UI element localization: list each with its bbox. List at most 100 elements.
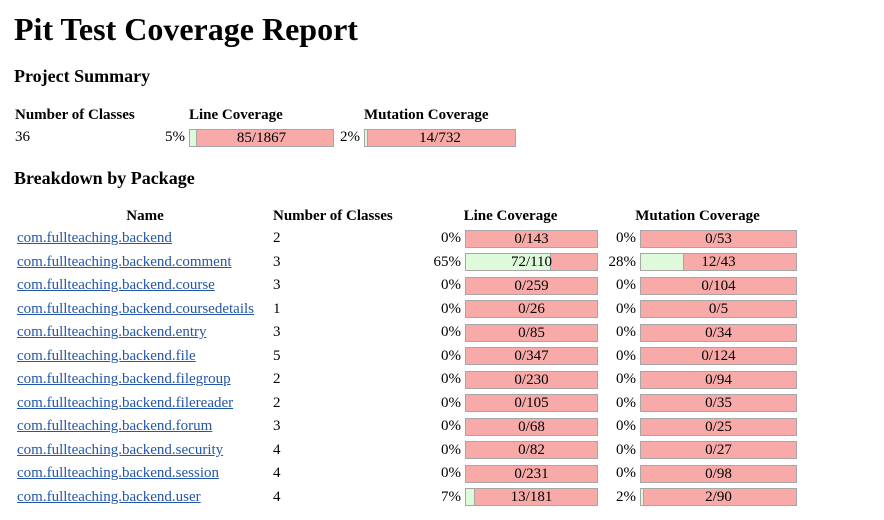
package-breakdown-table: Name Number of Classes Line Coverage Mut…	[15, 205, 797, 509]
package-row: com.fullteaching.backend.user 4 7% 13/181 2%…	[15, 486, 797, 510]
package-mutation-percent: 0%	[616, 465, 636, 482]
package-mutation-coverage-bar: 0/94	[640, 370, 797, 389]
package-header-row: Name Number of Classes Line Coverage Mut…	[15, 205, 797, 227]
package-link[interactable]: com.fullteaching.backend.user	[17, 488, 201, 505]
summary-line-header-spacer	[165, 104, 189, 126]
package-mutation-coverage-label: 0/25	[705, 418, 732, 435]
package-line-coverage-label: 0/143	[514, 230, 549, 247]
package-mutation-percent: 0%	[616, 418, 636, 435]
package-row: com.fullteaching.backend.filegroup 2 0% 0/2…	[15, 368, 797, 392]
package-classes-count: 2	[273, 230, 281, 247]
package-link[interactable]: com.fullteaching.backend	[17, 230, 172, 247]
breakdown-heading: Breakdown by Package	[14, 168, 195, 188]
package-mutation-percent: 0%	[616, 394, 636, 411]
package-row: com.fullteaching.backend.security 4 0% 0/82…	[15, 439, 797, 463]
package-name-cell: com.fullteaching.backend.entry	[15, 321, 273, 345]
package-mutation-coverage-bar: 0/124	[640, 347, 797, 366]
package-row: com.fullteaching.backend.session 4 0% 0/231…	[15, 462, 797, 486]
package-line-percent: 65%	[433, 253, 462, 270]
package-mutation-coverage-label: 2/90	[705, 489, 732, 506]
package-mutation-coverage-bar: 0/35	[640, 394, 797, 413]
package-link[interactable]: com.fullteaching.backend.coursedetails	[17, 300, 254, 317]
package-classes-count: 3	[273, 418, 281, 435]
summary-header-row: Number of Classes Line Coverage Mutation…	[15, 104, 516, 126]
package-mutation-coverage-label: 0/5	[708, 301, 729, 318]
summary-line-percent: 5%	[165, 129, 185, 145]
package-row: com.fullteaching.backend.forum 3 0% 0/68 0% 0…	[15, 415, 797, 439]
package-mutation-cell: 0/27	[640, 439, 797, 463]
package-mutation-coverage-bar: 2/90	[640, 488, 797, 507]
package-link[interactable]: com.fullteaching.backend.filegroup	[17, 371, 231, 388]
package-line-coverage-label: 0/85	[518, 324, 545, 341]
package-classes-count: 2	[273, 394, 281, 411]
package-line-coverage-fill	[466, 489, 476, 506]
package-name-cell: com.fullteaching.backend.security	[15, 439, 273, 463]
package-line-cell: 0/143	[465, 227, 598, 251]
package-mutation-percent: 0%	[616, 347, 636, 364]
package-line-cell: 0/105	[465, 392, 598, 416]
package-line-cell: 0/347	[465, 345, 598, 369]
package-classes-count: 3	[273, 277, 281, 294]
package-mutation-percent: 0%	[616, 300, 636, 317]
package-mutation-coverage-bar: 0/53	[640, 229, 797, 248]
package-mutation-coverage-fill	[641, 489, 645, 506]
package-link[interactable]: com.fullteaching.backend.comment	[17, 253, 232, 270]
package-line-cell: 0/68	[465, 415, 598, 439]
package-classes-count: 2	[273, 371, 281, 388]
summary-mutation-header-spacer	[334, 104, 364, 126]
package-mutation-coverage-label: 0/27	[705, 442, 732, 459]
summary-mutation-coverage-fill	[365, 129, 368, 146]
package-mutation-cell: 12/43	[640, 251, 797, 275]
package-name-cell: com.fullteaching.backend.filegroup	[15, 368, 273, 392]
package-line-cell: 0/259	[465, 274, 598, 298]
package-name-header: Name	[126, 207, 164, 224]
package-mutation-cell: 0/104	[640, 274, 797, 298]
package-line-coverage-label: 0/259	[514, 277, 549, 294]
package-mutation-percent: 2%	[616, 488, 636, 505]
package-classes-count: 3	[273, 253, 281, 270]
package-link[interactable]: com.fullteaching.backend.filereader	[17, 394, 234, 411]
package-line-cell: 0/82	[465, 439, 598, 463]
package-classes-count: 4	[273, 488, 281, 505]
package-link[interactable]: com.fullteaching.backend.course	[17, 277, 215, 294]
package-name-cell: com.fullteaching.backend.filereader	[15, 392, 273, 416]
summary-line-cell: 85/1867	[189, 126, 334, 149]
package-link[interactable]: com.fullteaching.backend.security	[17, 441, 224, 458]
package-mutation-coverage-label: 0/94	[705, 371, 732, 388]
package-mutation-coverage-label: 0/98	[705, 465, 732, 482]
package-link[interactable]: com.fullteaching.backend.session	[17, 465, 220, 482]
package-line-cell: 0/85	[465, 321, 598, 345]
package-mutation-coverage-bar: 0/5	[640, 300, 797, 319]
package-classes-count: 3	[273, 324, 281, 341]
package-line-coverage-bar: 0/143	[465, 229, 598, 248]
package-mutation-cell: 0/53	[640, 227, 797, 251]
package-line-coverage-bar: 0/68	[465, 417, 598, 436]
package-mutation-percent: 0%	[616, 324, 636, 341]
package-line-coverage-bar: 0/26	[465, 300, 598, 319]
summary-mutation-header: Mutation Coverage	[364, 106, 489, 123]
package-mutation-cell: 0/98	[640, 462, 797, 486]
page-title: Pit Test Coverage Report	[14, 11, 358, 47]
package-row: com.fullteaching.backend 2 0% 0/143 0% 0/53	[15, 227, 797, 251]
package-line-percent: 0%	[441, 347, 461, 364]
package-line-percent: 0%	[441, 441, 461, 458]
package-mutation-coverage-label: 0/34	[705, 324, 732, 341]
package-mutation-coverage-label: 0/124	[701, 348, 736, 365]
package-line-percent: 0%	[441, 277, 461, 294]
package-mutation-coverage-bar: 0/98	[640, 464, 797, 483]
package-mutation-coverage-label: 0/104	[701, 277, 736, 294]
package-link[interactable]: com.fullteaching.backend.file	[17, 347, 196, 364]
package-line-coverage-bar: 0/85	[465, 323, 598, 342]
package-link[interactable]: com.fullteaching.backend.forum	[17, 418, 213, 435]
package-line-coverage-label: 0/82	[518, 442, 545, 459]
package-rows: com.fullteaching.backend 2 0% 0/143 0% 0/53 co…	[15, 227, 797, 509]
package-line-percent: 0%	[441, 371, 461, 388]
package-mutation-cell: 0/5	[640, 298, 797, 322]
package-link[interactable]: com.fullteaching.backend.entry	[17, 324, 207, 341]
package-name-cell: com.fullteaching.backend.user	[15, 486, 273, 510]
package-mutation-percent: 0%	[616, 230, 636, 247]
package-line-percent: 0%	[441, 418, 461, 435]
package-mutation-coverage-label: 12/43	[701, 254, 736, 271]
package-mutation-coverage-bar: 0/27	[640, 441, 797, 460]
package-classes-count: 5	[273, 347, 281, 364]
